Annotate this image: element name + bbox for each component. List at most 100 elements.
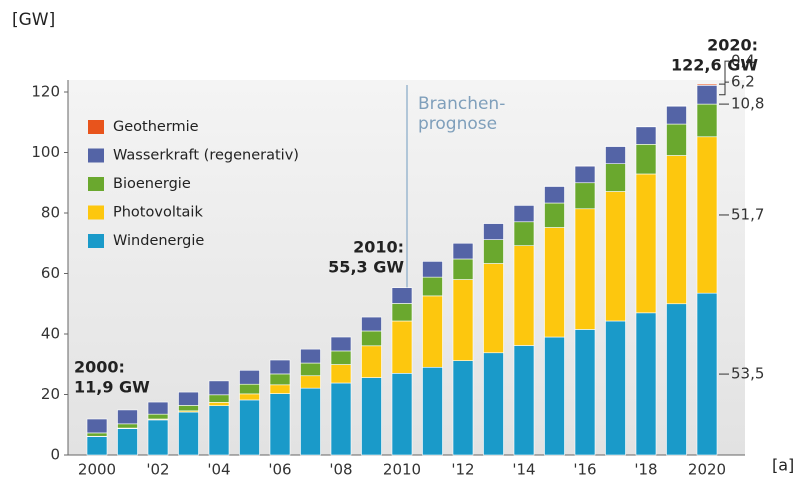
x-tick-label: '16 bbox=[573, 461, 596, 479]
bar-segment bbox=[239, 393, 260, 401]
bar-segment bbox=[513, 345, 535, 456]
annotation: 55,3 GW bbox=[328, 258, 404, 277]
annotation: 2010: bbox=[353, 238, 404, 257]
bar-segment bbox=[330, 350, 352, 365]
bar-segment bbox=[269, 393, 291, 456]
bar-segment bbox=[208, 405, 230, 456]
bar-segment bbox=[269, 384, 291, 394]
y-tick-label: 100 bbox=[31, 143, 60, 161]
annotation: 122,6 GW bbox=[671, 56, 758, 75]
x-tick-label: 2010 bbox=[383, 461, 421, 479]
bar-segment bbox=[696, 292, 718, 456]
bar-segment bbox=[452, 279, 474, 361]
bar-segment bbox=[666, 123, 687, 156]
bar-segment bbox=[452, 242, 474, 260]
leader-line bbox=[719, 60, 729, 85]
bar-segment bbox=[300, 375, 321, 389]
bar-segment bbox=[544, 336, 565, 456]
segment-value-label: 53,5 bbox=[731, 365, 764, 383]
legend-label: Bioenergie bbox=[113, 176, 191, 192]
legend-label: Wasserkraft (regenerativ) bbox=[113, 148, 299, 164]
bar-segment bbox=[605, 191, 626, 322]
y-tick-label: 40 bbox=[41, 325, 60, 343]
leader-line bbox=[719, 81, 729, 96]
bar-segment bbox=[574, 329, 596, 456]
y-tick-label: 20 bbox=[41, 385, 60, 403]
bar-segment bbox=[391, 303, 413, 322]
bar-segment bbox=[178, 405, 199, 412]
bar-segment bbox=[361, 330, 382, 347]
bar-segment bbox=[300, 387, 321, 456]
annotation: 2020: bbox=[707, 36, 758, 55]
y-tick-label: 0 bbox=[50, 446, 60, 464]
x-tick-label: '02 bbox=[146, 461, 169, 479]
x-tick-label: '08 bbox=[329, 461, 352, 479]
bar-segment bbox=[544, 227, 565, 338]
bar-segment bbox=[361, 316, 382, 332]
legend-swatch bbox=[88, 148, 104, 163]
bar-segment bbox=[696, 136, 718, 294]
bar-segment bbox=[635, 312, 657, 456]
bar-segment bbox=[483, 352, 504, 456]
legend-swatch bbox=[88, 120, 104, 134]
bar-segment bbox=[422, 366, 443, 456]
bar-segment bbox=[574, 165, 596, 184]
bar-segment bbox=[86, 436, 108, 456]
bar-segment bbox=[422, 276, 443, 297]
bar-segment bbox=[86, 418, 108, 434]
bar-segment bbox=[86, 432, 108, 437]
bar-segment bbox=[513, 221, 535, 246]
bar-segment bbox=[544, 202, 565, 228]
x-tick-label: '04 bbox=[207, 461, 230, 479]
bar-segment bbox=[574, 182, 596, 210]
bar-segment bbox=[117, 428, 138, 456]
annotation: 2000: bbox=[74, 358, 125, 377]
bar-segment bbox=[300, 348, 321, 364]
bar-segment bbox=[452, 360, 474, 456]
bar-segment bbox=[666, 105, 687, 107]
bar-segment bbox=[361, 345, 382, 378]
y-tick-label: 120 bbox=[31, 83, 60, 101]
bar-segment bbox=[605, 320, 626, 456]
bar-segment bbox=[452, 258, 474, 280]
bar-segment bbox=[117, 423, 138, 429]
bar-segment bbox=[605, 163, 626, 192]
bar-segment bbox=[208, 380, 230, 396]
segment-value-label: 6,2 bbox=[731, 73, 755, 91]
bar-segment bbox=[635, 126, 657, 145]
x-tick-label: 2000 bbox=[78, 461, 116, 479]
legend-label: Windenergie bbox=[113, 233, 204, 249]
bar-segment bbox=[147, 401, 169, 415]
bar-segment bbox=[239, 383, 260, 395]
segment-value-label: 0,4 bbox=[731, 52, 755, 70]
y-tick-label: 60 bbox=[41, 264, 60, 282]
legend-swatch bbox=[88, 234, 104, 248]
annotation: 11,9 GW bbox=[74, 378, 150, 397]
bar-segment bbox=[330, 382, 352, 456]
unit-label: [GW] bbox=[12, 10, 55, 30]
y-tick-label: 80 bbox=[41, 204, 60, 222]
bar-segment bbox=[422, 261, 443, 278]
bar-segment bbox=[330, 336, 352, 352]
bar-segment bbox=[239, 399, 260, 456]
segment-value-label: 10,8 bbox=[731, 95, 764, 113]
x-tick-label: '14 bbox=[512, 461, 535, 479]
bar-segment bbox=[178, 411, 199, 456]
bar-segment bbox=[483, 239, 504, 264]
bar-segment bbox=[696, 85, 718, 105]
bar-segment bbox=[239, 369, 260, 385]
bar-segment bbox=[208, 402, 230, 406]
x-tick-label: '06 bbox=[268, 461, 291, 479]
bar-segment bbox=[666, 303, 687, 456]
legend-swatch bbox=[88, 205, 104, 220]
bar-segment bbox=[147, 413, 169, 420]
annotation: prognose bbox=[418, 114, 497, 134]
bar-segment bbox=[269, 373, 291, 386]
bar-segment bbox=[147, 419, 169, 456]
bar-segment bbox=[544, 186, 565, 204]
segment-value-label: 51,7 bbox=[731, 205, 764, 223]
bar-segment bbox=[666, 155, 687, 305]
bar-segment bbox=[666, 105, 687, 125]
bar-segment bbox=[696, 83, 718, 86]
